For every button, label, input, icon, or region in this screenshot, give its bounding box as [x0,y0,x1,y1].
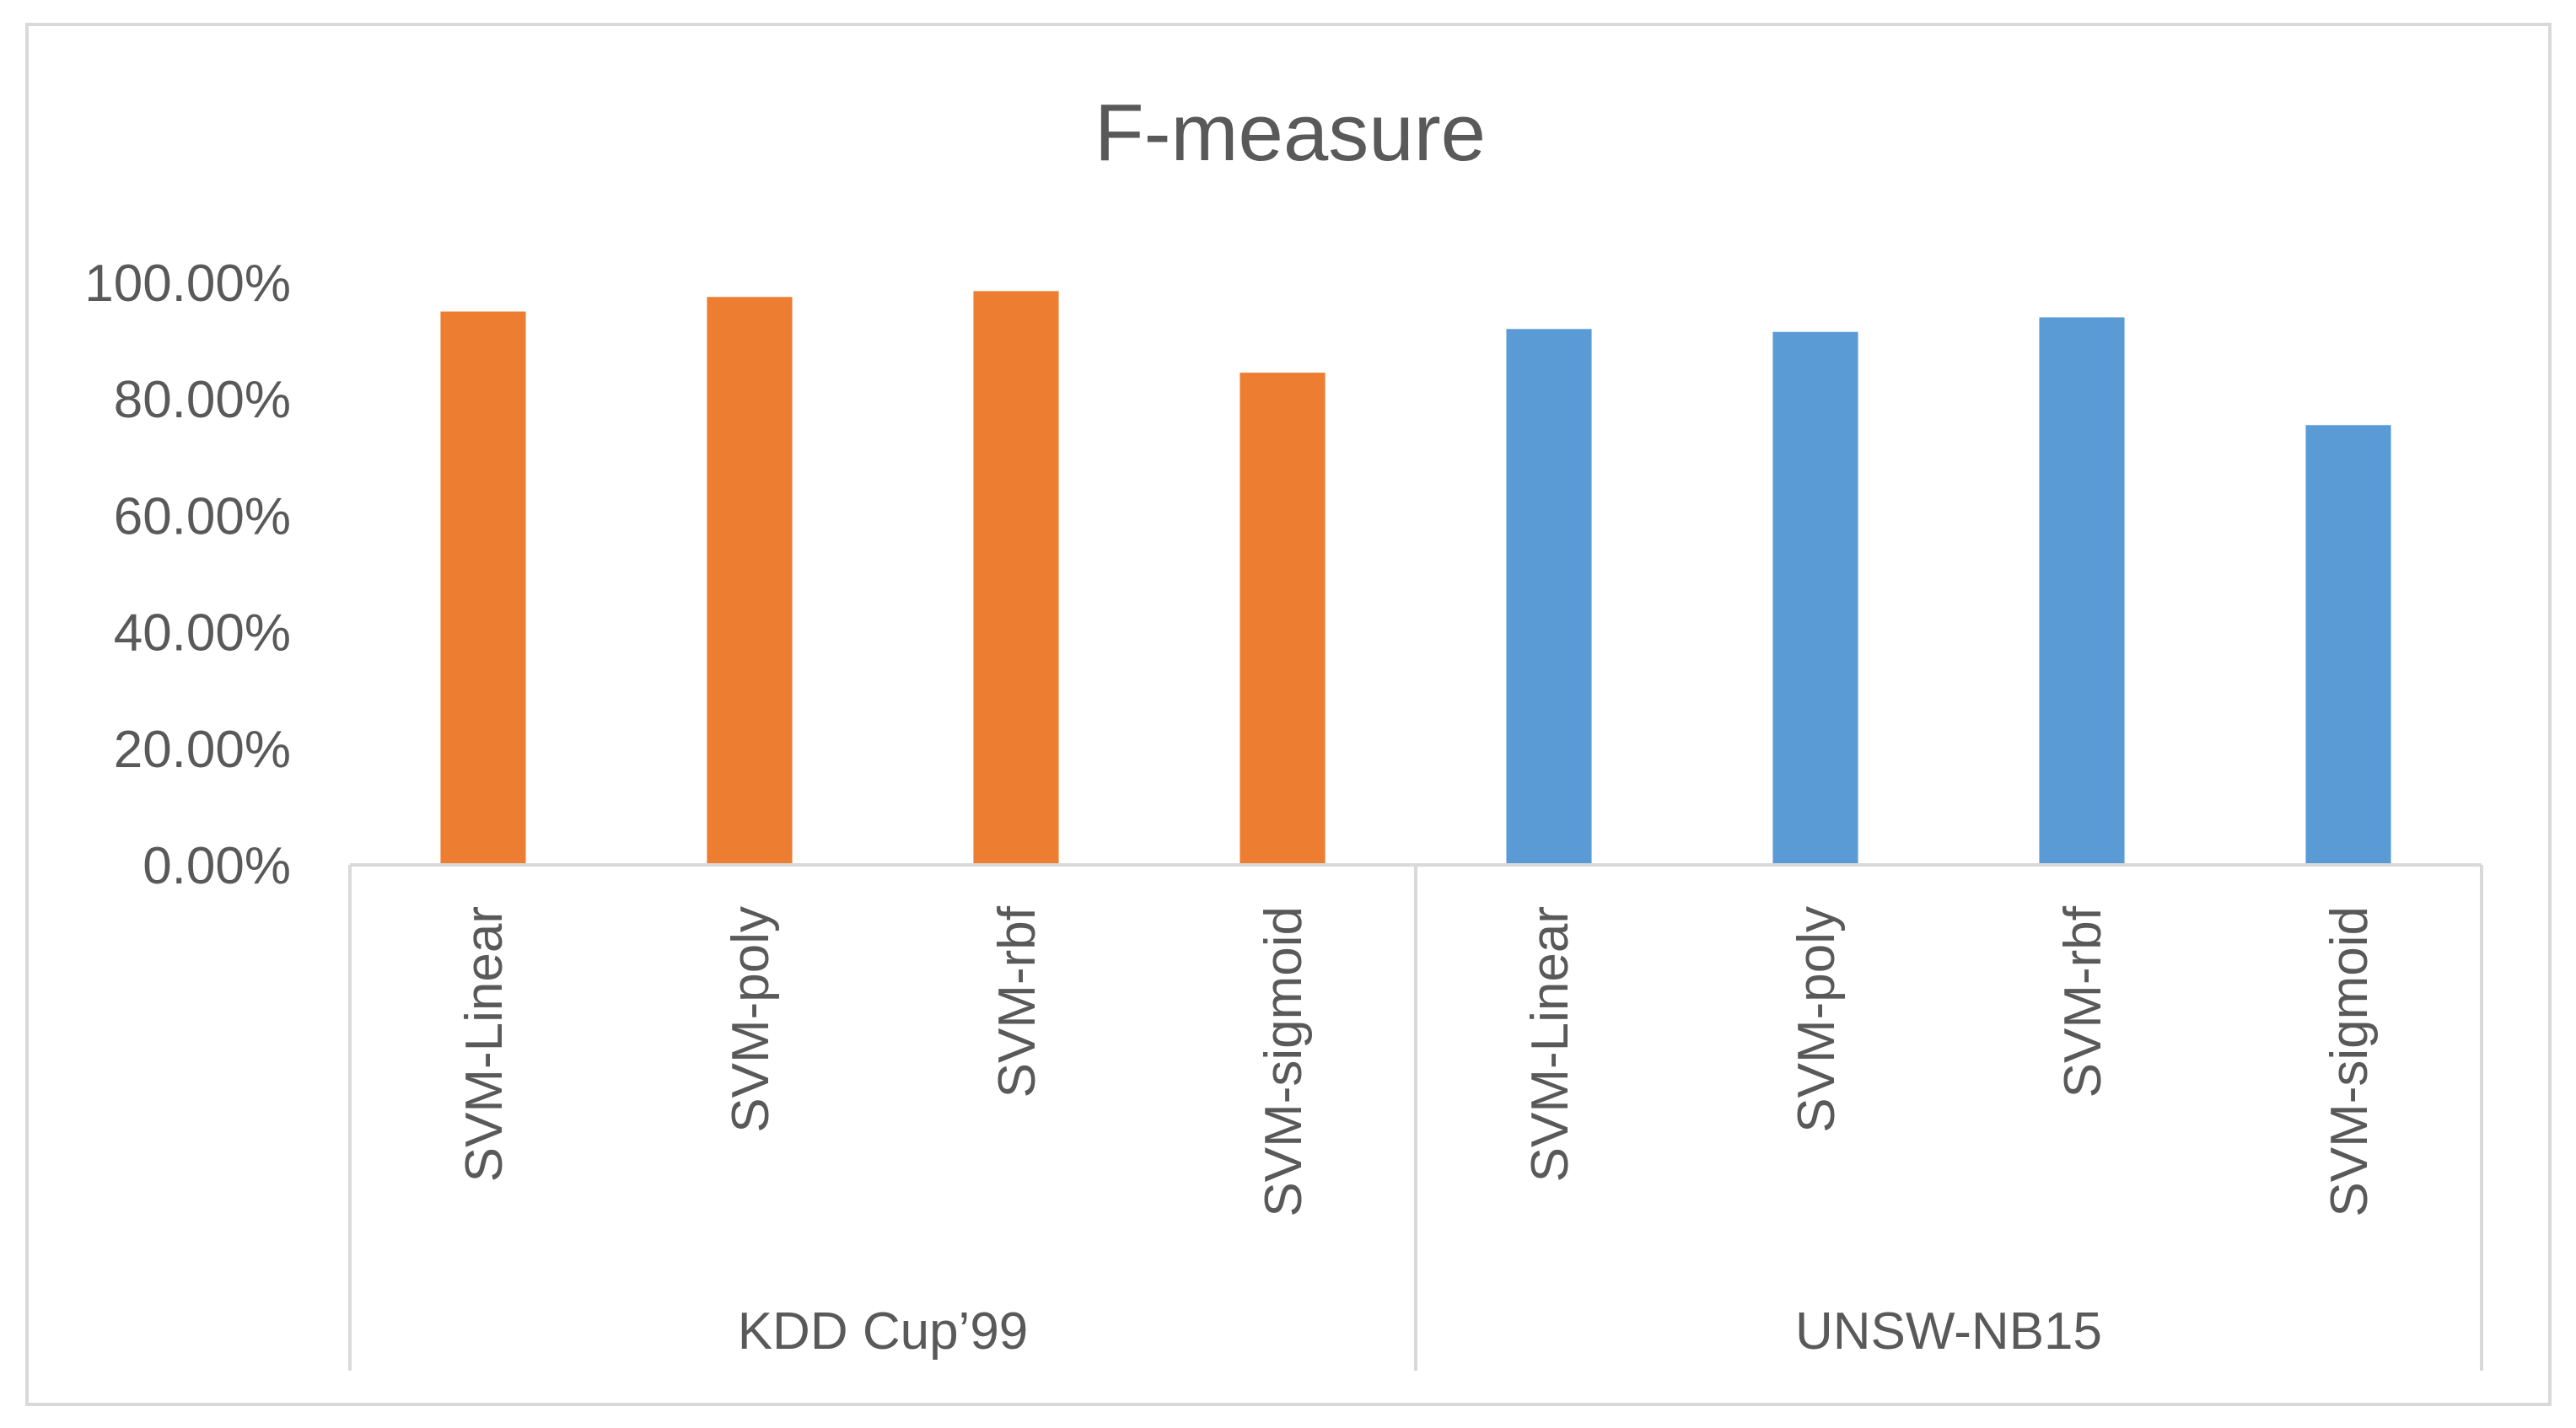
y-tick-label: 80.00% [114,371,291,429]
y-tick-label: 0.00% [143,837,291,895]
group-label: UNSW-NB15 [1795,1302,2102,1361]
bar [440,311,526,865]
y-tick-label: 20.00% [114,721,291,779]
x-tick-label: SVM-Linear [455,906,514,1182]
x-tick-label: SVM-Linear [1521,906,1579,1182]
x-tick-label: SVM-poly [1788,906,1846,1133]
bars [440,291,2391,866]
bar [2305,425,2391,865]
x-tick-label: SVM-rbf [988,905,1046,1098]
x-tick-label: SVM-poly [722,906,780,1133]
y-tick-label: 100.00% [84,255,291,313]
bar [707,297,793,865]
group-label: KDD Cup’99 [738,1302,1029,1361]
x-axis: SVM-Linear SVM-poly SVM-rbf SVM-sigmoid KDD … [348,863,2483,1371]
bar [973,291,1059,865]
bar [1506,329,1592,865]
bar [1240,373,1326,866]
x-tick-label: SVM-sigmoid [1255,906,1313,1217]
x-tick-label: SVM-rbf [2054,905,2112,1098]
bar [1772,331,1858,865]
y-tick-label: 40.00% [114,604,291,663]
x-tick-label: SVM-sigmoid [2321,906,2379,1217]
y-tick-label: 60.00% [114,487,291,545]
y-axis: 0.00% 20.00% 40.00% 60.00% 80.00% 100.00% [84,255,291,895]
bar [2039,317,2125,866]
chart-title: F-measure [1094,88,1486,178]
